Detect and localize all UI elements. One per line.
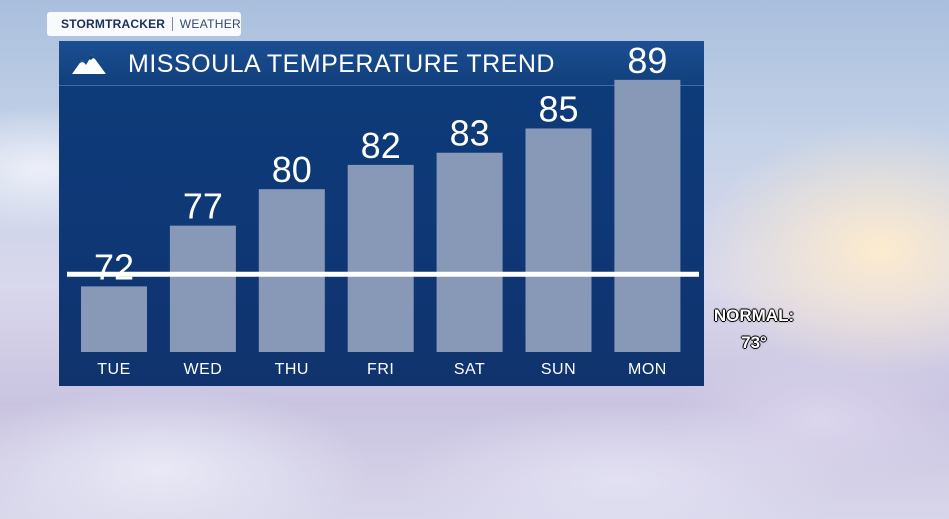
value-label-tue: 72 — [94, 246, 134, 287]
value-label-sat: 83 — [450, 113, 490, 154]
bar-wed — [169, 225, 236, 352]
category-label-sat: SAT — [454, 361, 485, 378]
category-label-mon: MON — [628, 361, 667, 378]
category-label-sun: SUN — [541, 361, 576, 378]
category-label-wed: WED — [183, 361, 222, 378]
brand-name: STORMTRACKER — [61, 17, 166, 31]
bar-fri — [347, 164, 414, 352]
bar-mon — [614, 79, 681, 352]
station-branding: STORMTRACKER WEATHER — [47, 12, 241, 36]
chart-title: MISSOULA TEMPERATURE TREND — [128, 50, 555, 78]
normal-value-text: 73° — [741, 333, 767, 352]
value-label-mon: 89 — [627, 41, 667, 81]
chart-panel: MISSOULA TEMPERATURE TREND 72 TUE 77 WED 80 T… — [59, 41, 704, 386]
bar-thu — [258, 189, 325, 352]
category-label-thu: THU — [275, 361, 309, 378]
value-label-wed: 77 — [183, 186, 223, 227]
bar-tue — [81, 286, 147, 352]
mountain-icon — [72, 55, 106, 74]
normal-temperature-label: NORMAL: 73° — [708, 302, 800, 356]
brand-divider — [172, 17, 173, 31]
value-label-thu: 80 — [272, 149, 312, 190]
value-label-sun: 85 — [538, 88, 578, 129]
category-label-fri: FRI — [367, 361, 394, 378]
normal-label-text: NORMAL: — [713, 306, 795, 325]
temperature-bar-chart: 72 TUE 77 WED 80 THU 82 FRI 83 SAT 85 SUN 89 MON — [67, 41, 699, 378]
title-bar: MISSOULA TEMPERATURE TREND — [59, 41, 704, 86]
bar-sun — [525, 128, 592, 352]
value-label-fri: 82 — [361, 125, 401, 166]
category-label-tue: TUE — [97, 361, 131, 378]
brand-section: WEATHER — [179, 17, 241, 31]
bar-sat — [436, 152, 503, 352]
